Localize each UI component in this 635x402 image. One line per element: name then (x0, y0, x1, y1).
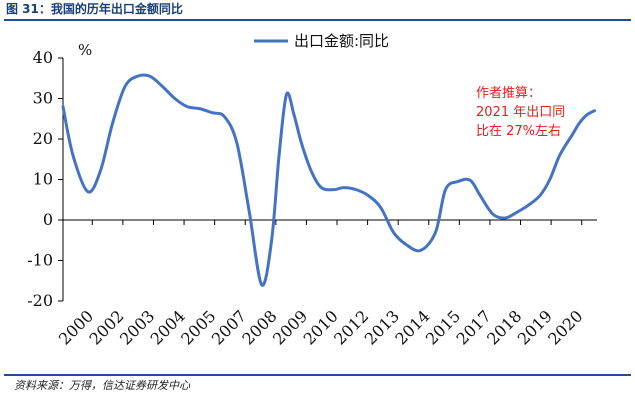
y-tick-label: 10 (33, 170, 53, 189)
x-tick-label: 2004 (147, 306, 189, 348)
annotation-line-3: 比在 27%左右 (476, 124, 561, 139)
annotation-line-2: 2021 年出口同 (476, 105, 565, 120)
x-tick-label: 2002 (85, 306, 127, 348)
chart-axes (58, 57, 597, 302)
x-tick-label: 2005 (177, 306, 219, 348)
unit-label: % (78, 41, 92, 59)
x-tick-label: 2014 (391, 306, 433, 348)
series-layer (61, 73, 597, 287)
x-tick-label: 2008 (238, 306, 280, 348)
legend-label: 出口金额:同比 (294, 32, 389, 50)
y-tick-label: 40 (33, 48, 53, 67)
legend: 出口金额:同比 (254, 32, 389, 50)
x-tick-label: 2013 (361, 306, 403, 348)
series-line-0 (61, 73, 597, 287)
x-tick-label: 2020 (544, 306, 586, 348)
x-tick-label: 2009 (269, 306, 311, 348)
x-tick-label: 2017 (453, 306, 495, 348)
y-tick-label: 0 (43, 210, 53, 229)
figure-title: 图 31：我国的历年出口金额同比 (6, 2, 183, 16)
x-tick-label: 2010 (300, 306, 342, 348)
top-rule (4, 19, 631, 21)
x-tick-label: 2000 (55, 306, 97, 348)
x-tick-label: 2007 (208, 306, 250, 348)
annotation-line-1: 作者推算： (476, 86, 541, 101)
y-tick-label: 30 (33, 89, 53, 108)
y-tick-labels: -20 -10 0 10 20 30 40 (27, 48, 53, 310)
x-tick-labels: 2000200220032004200520072008200920102012… (55, 306, 587, 348)
x-tick-label: 2015 (422, 306, 464, 348)
y-tick-label: -20 (27, 291, 53, 310)
bottom-rule (4, 374, 631, 376)
y-tick-label: 20 (33, 129, 53, 148)
annotation: 作者推算： 2021 年出口同 比在 27%左右 (476, 86, 565, 139)
x-tick-label: 2018 (483, 306, 525, 348)
x-tick-label: 2003 (116, 306, 158, 348)
x-tick-label: 2019 (514, 306, 556, 348)
x-tick-label: 2012 (330, 306, 372, 348)
source-note: 资料来源：万得，信达证券研发中心 (14, 379, 190, 392)
y-tick-label: -10 (27, 251, 53, 270)
